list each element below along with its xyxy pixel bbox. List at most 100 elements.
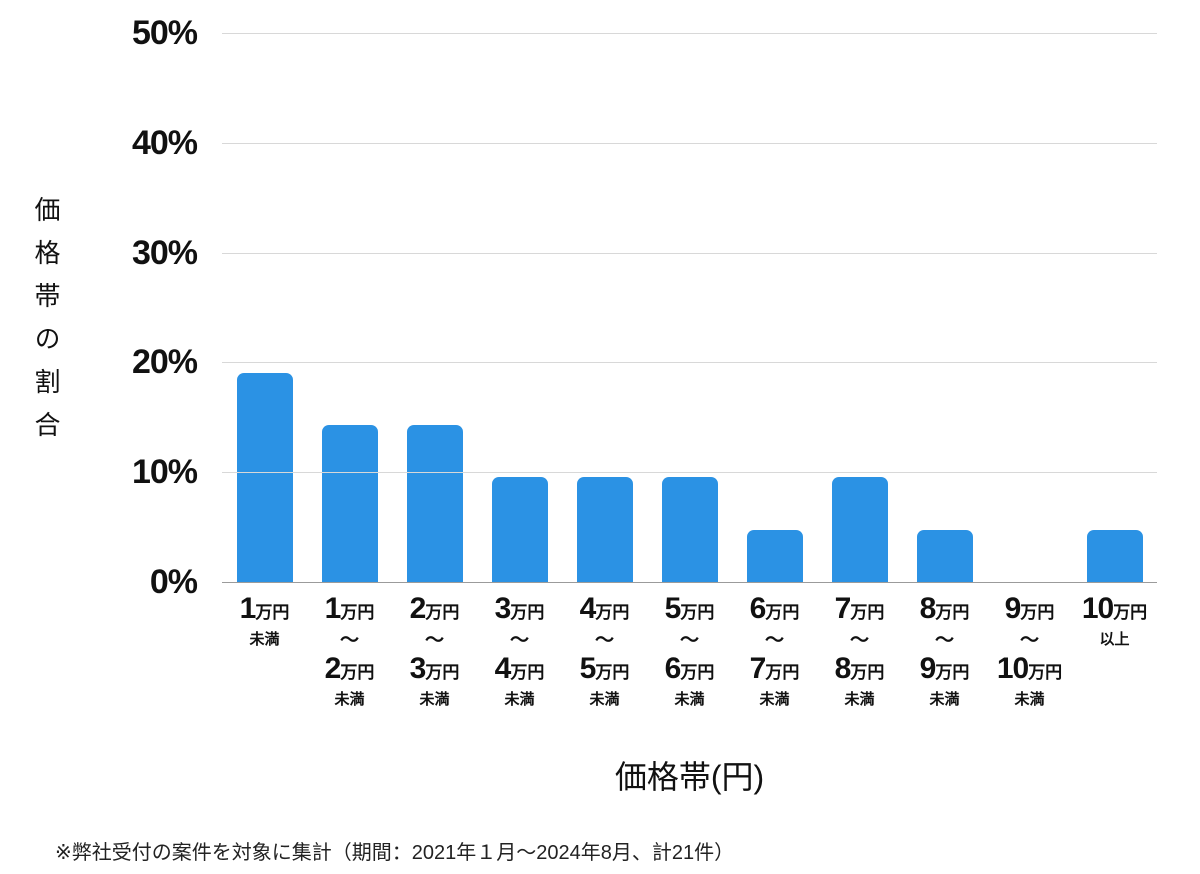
x-tick-label-segment: 3 xyxy=(409,652,427,685)
bar xyxy=(406,425,463,582)
x-tick-label-segment: 万円 xyxy=(510,663,545,682)
x-tick-label-segment: 9 xyxy=(919,652,937,685)
x-tick-label-line: 〜 xyxy=(510,629,529,654)
bar-slot xyxy=(222,33,307,582)
x-tick-label-line: 10万円 xyxy=(1082,594,1147,629)
x-tick-label-segment: 7 xyxy=(834,592,852,625)
gridline xyxy=(222,142,1157,144)
x-tick-label-line: 〜 xyxy=(765,629,784,654)
x-tick-label-line: 未満 xyxy=(929,689,959,711)
bar-slot xyxy=(987,33,1072,582)
x-tick-label-segment: 〜 xyxy=(849,630,869,651)
x-tick-label-segment: 8 xyxy=(919,592,937,625)
x-tick-label-line: 〜 xyxy=(595,629,614,654)
x-tick-label-segment: 未満 xyxy=(844,691,875,708)
x-tick-label-line: 4万円 xyxy=(580,594,630,629)
x-tick-label-segment: 万円 xyxy=(340,663,375,682)
x-tick-label-segment: 未満 xyxy=(759,691,790,708)
x-tick-label: 6 万円 〜 7万円未満 xyxy=(732,594,817,711)
x-tick-label-line: 10万円 xyxy=(997,654,1062,689)
x-tick-label-segment: 5 xyxy=(579,652,597,685)
x-tick-label-segment: 万円 xyxy=(680,603,715,622)
x-tick-label-line: 9万円 xyxy=(1005,594,1055,629)
x-tick-label-segment: 万円 xyxy=(850,663,885,682)
x-tick-label: 7万円〜 8万円 未満 xyxy=(817,594,902,711)
x-tick-label-line: 4万円 xyxy=(495,654,545,689)
x-tick-label-line: 〜 xyxy=(850,629,869,654)
bar-slot xyxy=(562,33,647,582)
gridline xyxy=(222,33,1157,34)
bar-slot xyxy=(902,33,987,582)
x-tick-label-line: 7万円 xyxy=(750,654,800,689)
x-axis-baseline xyxy=(222,582,1157,583)
x-tick-label-line: 〜 xyxy=(340,629,359,654)
x-axis-title: 価格帯(円) xyxy=(614,759,765,795)
x-tick-label-segment: 2 xyxy=(324,652,342,685)
x-tick-label-segment: 6 xyxy=(749,592,767,625)
bar xyxy=(916,529,973,582)
x-tick-label-segment: 万円 xyxy=(425,603,460,622)
y-tick-label: 50% xyxy=(131,14,198,52)
bar-slot xyxy=(732,33,817,582)
y-tick-label: 10% xyxy=(131,453,198,492)
x-tick-label-line: 未満 xyxy=(759,689,789,711)
x-tick-label-segment: 10 xyxy=(1081,592,1114,625)
x-tick-label-segment: 8 xyxy=(834,652,852,685)
x-tick-label-line: 5万円 xyxy=(665,594,715,629)
x-tick-label-segment: 6 xyxy=(664,652,682,685)
x-tick-label-segment: 〜 xyxy=(679,630,699,651)
x-tick-label-line: 未満 xyxy=(589,689,619,711)
x-tick-label-segment: 万円 xyxy=(765,663,800,682)
footnote: ※弊社受付の案件を対象に集計（期間：2021年１月～2024年8月、計21件） xyxy=(55,842,735,864)
x-tick-label-segment: 1 xyxy=(324,592,342,625)
x-tick-label-line: 2万円 xyxy=(325,654,375,689)
x-tick-label-segment: 未満 xyxy=(504,691,535,708)
x-tick-label: 1万円未満 xyxy=(222,594,307,711)
x-tick-label-line: 1万円 xyxy=(240,594,290,629)
x-tick-label-segment: 〜 xyxy=(1019,630,1039,651)
x-tick-label-segment: 4 xyxy=(494,652,512,685)
x-tick-label-line: 〜 xyxy=(680,629,699,654)
x-tick-label-segment: 万円 xyxy=(595,663,630,682)
x-tick-label: 3万円〜 4万円 未満 xyxy=(477,594,562,711)
x-tick-label-segment: 〜 xyxy=(339,630,359,651)
x-tick-label-segment: 万円 xyxy=(425,663,460,682)
x-tick-label-line: 未満 xyxy=(674,689,704,711)
x-tick-label-line: 未満 xyxy=(1014,689,1044,711)
x-tick-label: 10万円以上 xyxy=(1072,594,1157,711)
x-tick-label-line: 3万円 xyxy=(410,654,460,689)
x-tick-label: 5万円〜 6万円 未満 xyxy=(647,594,732,711)
x-tick-label-segment: 万円 xyxy=(935,663,970,682)
x-tick-label-segment: 万円 xyxy=(1020,603,1055,622)
bar xyxy=(321,425,378,582)
bar-slot xyxy=(647,33,732,582)
x-tick-label-line: 未満 xyxy=(249,629,279,651)
x-tick-label-line: 未満 xyxy=(504,689,534,711)
x-tick-label-segment: 未満 xyxy=(249,631,280,648)
y-tick-label: 30% xyxy=(131,233,198,272)
bar-slot xyxy=(817,33,902,582)
x-tick-label-line: 未満 xyxy=(844,689,874,711)
x-tick-label-line: 未満 xyxy=(419,689,449,711)
x-tick-label-segment: 万円 xyxy=(510,603,545,622)
y-tick-label: 40% xyxy=(131,123,198,162)
x-tick-label-segment: 未満 xyxy=(929,691,960,708)
x-tick-label-segment: 9 xyxy=(1004,592,1022,625)
x-tick-label: 4万円〜 5万円未満 xyxy=(562,594,647,711)
x-tick-label-segment: 2 xyxy=(409,592,427,625)
gridline xyxy=(222,472,1157,474)
x-tick-label-segment: 未満 xyxy=(674,691,705,708)
y-axis-ticks: 50% 40% 30% 20% 10% 0% xyxy=(0,16,198,599)
x-tick-label-line: 6万円 xyxy=(665,654,715,689)
x-tick-label-segment: 未満 xyxy=(1014,691,1045,708)
bar xyxy=(1086,529,1143,582)
x-tick-label-segment: 1 xyxy=(239,592,257,625)
x-tick-label: 8万円〜 9万円 未満 xyxy=(902,594,987,711)
x-tick-label-segment: 未満 xyxy=(419,691,450,708)
y-tick-label: 0% xyxy=(149,563,198,601)
x-tick-label-segment: 〜 xyxy=(509,630,529,651)
x-tick-label-segment: 以上 xyxy=(1099,631,1130,648)
x-tick-label-segment: 未満 xyxy=(334,691,365,708)
x-tick-label-line: 3万円 xyxy=(495,594,545,629)
